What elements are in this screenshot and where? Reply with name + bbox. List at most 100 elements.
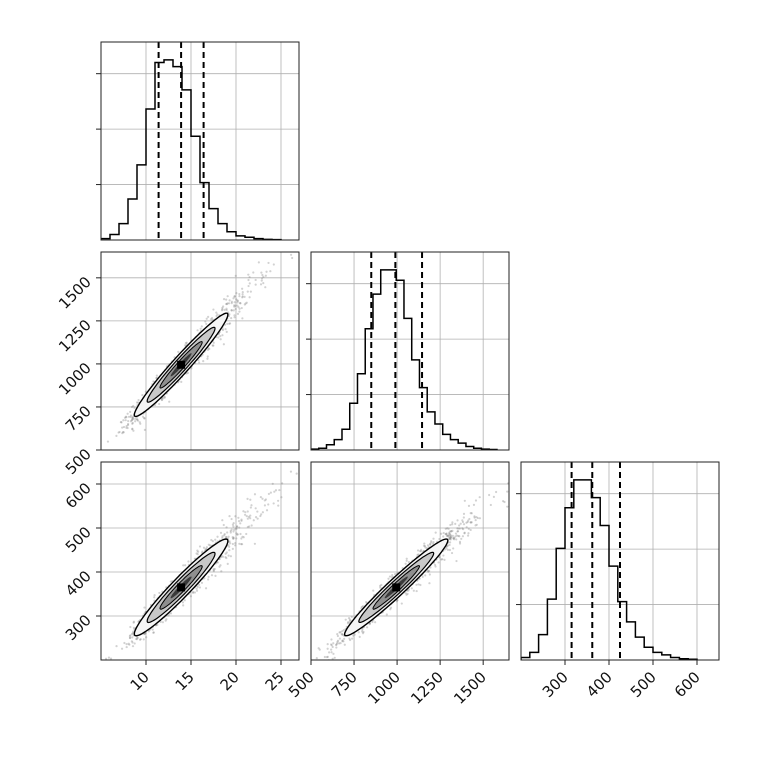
sample-point xyxy=(253,493,257,496)
sample-point xyxy=(474,524,477,527)
sample-point xyxy=(431,542,435,545)
sample-point xyxy=(410,587,413,590)
sample-point xyxy=(131,417,134,420)
sample-point xyxy=(361,630,364,633)
sample-point xyxy=(248,296,251,299)
sample-point xyxy=(419,583,422,587)
sample-point xyxy=(280,496,283,499)
sample-point xyxy=(341,632,344,636)
histogram-bar xyxy=(357,374,365,450)
x-tick-label: 600 xyxy=(671,668,704,701)
sample-point xyxy=(445,534,449,537)
x-tick-label: 25 xyxy=(262,668,288,694)
sample-point xyxy=(455,538,458,541)
sample-point xyxy=(226,322,229,325)
sample-point xyxy=(212,567,215,571)
sample-point xyxy=(448,543,451,547)
y-tick-label: 750 xyxy=(62,402,95,435)
sample-point xyxy=(289,470,293,473)
sample-point xyxy=(407,589,410,592)
sample-point xyxy=(242,510,245,513)
sample-point xyxy=(445,547,448,550)
sample-point xyxy=(158,402,161,406)
sample-point xyxy=(407,560,410,564)
sample-point xyxy=(227,544,230,547)
sample-point xyxy=(446,544,449,547)
sample-point xyxy=(132,626,136,629)
sample-point xyxy=(228,322,231,325)
sample-point xyxy=(204,320,207,323)
sample-point xyxy=(120,647,124,650)
histogram-bar xyxy=(200,183,209,240)
sample-point xyxy=(233,305,236,308)
sample-point xyxy=(232,537,235,540)
sample-point xyxy=(121,432,124,435)
sample-point xyxy=(187,560,190,563)
sample-point xyxy=(388,575,392,578)
sample-point xyxy=(247,273,250,276)
sample-point xyxy=(348,618,352,621)
sample-point xyxy=(167,614,170,617)
sample-point xyxy=(229,529,232,533)
sample-point xyxy=(341,630,344,633)
sample-point xyxy=(341,639,344,642)
sample-point xyxy=(241,293,244,296)
sample-point xyxy=(448,532,452,535)
sample-point xyxy=(234,527,237,530)
sample-point xyxy=(389,606,393,609)
sample-point xyxy=(245,532,248,536)
sample-point xyxy=(132,621,135,624)
panel-grid xyxy=(310,462,509,660)
sample-point xyxy=(211,540,214,543)
sample-point xyxy=(458,542,462,545)
sample-point xyxy=(136,419,140,422)
sample-point xyxy=(458,527,462,530)
sample-point xyxy=(234,542,237,545)
sample-point xyxy=(164,619,167,622)
sample-point xyxy=(206,355,209,358)
sample-point xyxy=(353,633,356,636)
sample-point xyxy=(460,537,463,540)
sample-point xyxy=(247,284,250,288)
sample-point xyxy=(250,504,253,507)
sample-point xyxy=(132,417,135,421)
sample-point xyxy=(427,570,430,573)
sample-point xyxy=(153,596,156,599)
sample-point xyxy=(229,542,232,545)
sample-point xyxy=(141,393,144,397)
sample-point xyxy=(289,253,293,256)
sample-point xyxy=(143,416,146,420)
sample-point xyxy=(200,581,204,584)
density-panel-1 xyxy=(104,398,343,660)
sample-point xyxy=(336,640,339,643)
sample-point xyxy=(198,583,201,586)
sample-point xyxy=(272,502,275,505)
sample-point xyxy=(226,531,229,534)
sample-point xyxy=(333,656,336,659)
panel-frame xyxy=(100,461,300,661)
sample-point xyxy=(233,295,236,298)
sample-point xyxy=(129,415,132,418)
sample-point xyxy=(428,542,432,545)
sample-point xyxy=(262,282,265,285)
sample-point xyxy=(341,398,343,400)
sample-point xyxy=(152,631,155,634)
sample-point xyxy=(267,492,271,496)
sample-point xyxy=(235,298,238,301)
sample-point xyxy=(195,589,199,592)
sample-point xyxy=(326,655,329,658)
sample-point xyxy=(205,317,208,320)
sample-point xyxy=(448,537,451,540)
sample-point xyxy=(216,535,219,538)
sample-point xyxy=(235,527,238,530)
sample-point xyxy=(223,533,226,536)
sample-point xyxy=(492,495,495,498)
density-peak-marker xyxy=(177,360,186,369)
sample-point xyxy=(548,443,550,445)
sample-point xyxy=(132,630,135,633)
histogram-bar xyxy=(600,525,609,660)
sample-point xyxy=(249,517,252,520)
histogram-bar xyxy=(236,236,245,240)
histogram-bar xyxy=(342,429,350,450)
sample-point xyxy=(234,307,237,311)
